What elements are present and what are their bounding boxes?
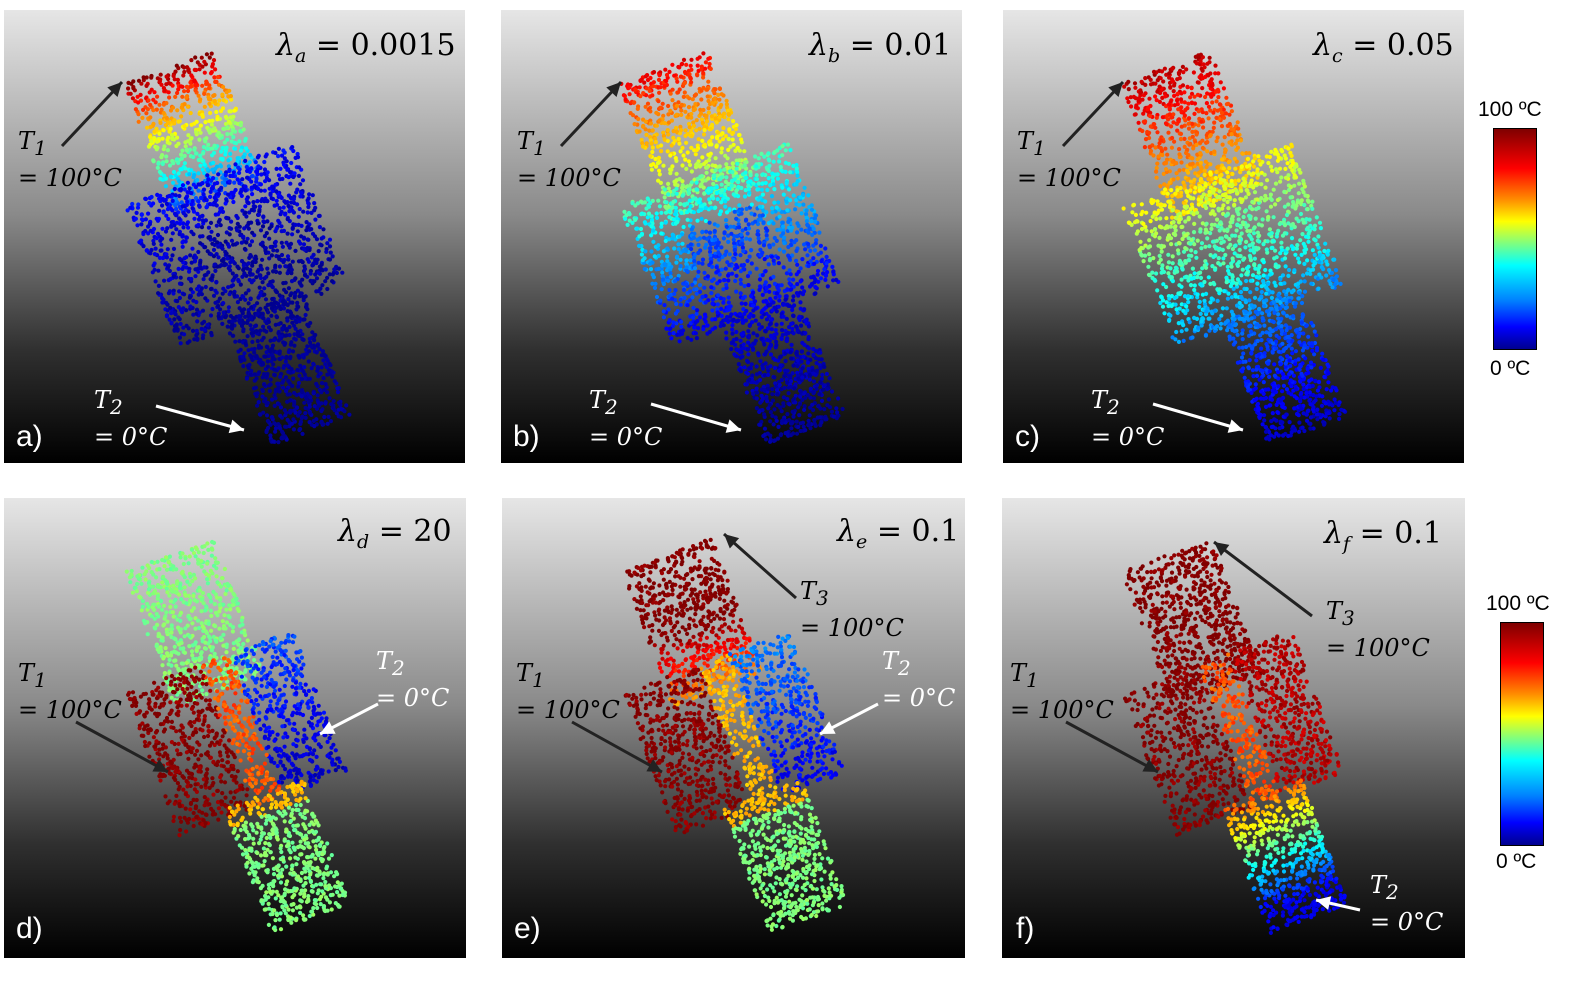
- t1-label-a: T1 = 100°C: [18, 127, 122, 192]
- lambda-label-f: λf = 0.1: [1324, 516, 1442, 555]
- point-cloud-b: [559, 51, 845, 444]
- t1-label-e: T1 = 100°C: [516, 659, 620, 724]
- panel-b: λb = 0.01 T1 = 100°C T2 = 0°C b): [501, 10, 962, 463]
- t3-label-f: T3 = 100°C: [1326, 597, 1430, 662]
- colorbar-bottom-max-label: 100 ºC: [1486, 592, 1550, 615]
- t1-label-c: T1 = 100°C: [1017, 127, 1121, 192]
- panel-tag-f: f): [1016, 912, 1035, 945]
- t1-label-b: T1 = 100°C: [517, 127, 621, 192]
- panel-tag-c: c): [1015, 420, 1040, 453]
- t2-label-b: T2 = 0°C: [589, 386, 663, 451]
- panel-c: λc = 0.05 T1 = 100°C T2 = 0°C c): [1003, 10, 1464, 463]
- point-cloud-e: [571, 532, 879, 932]
- t2-label-e: T2 = 0°C: [882, 647, 956, 712]
- t1-label-d: T1 = 100°C: [18, 659, 122, 724]
- t2-label-f: T2 = 0°C: [1370, 871, 1444, 936]
- lambda-label-a: λa = 0.0015: [276, 28, 456, 67]
- lambda-label-d: λd = 20: [338, 514, 452, 553]
- panel-tag-b: b): [513, 420, 540, 453]
- t2-label-c: T2 = 0°C: [1091, 386, 1165, 451]
- t2-label-a: T2 = 0°C: [94, 386, 168, 451]
- panel-a: λa = 0.0015 T1 = 100°C T2 = 0°C a): [4, 10, 465, 463]
- t3-label-e: T3 = 100°C: [800, 577, 904, 642]
- colorbar-top-min-label: 0 ºC: [1490, 357, 1531, 380]
- lambda-label-c: λc = 0.05: [1313, 28, 1454, 67]
- colorbar-top-max-label: 100 ºC: [1478, 98, 1542, 121]
- colorbar-top: 100 ºC 0 ºC: [1478, 98, 1558, 388]
- panel-tag-e: e): [514, 912, 541, 945]
- panel-d: λd = 20 T1 = 100°C T2 = 0°C d): [4, 498, 466, 958]
- colorbar-bottom: 100 ºC 0 ºC: [1486, 592, 1566, 882]
- lambda-label-e: λe = 0.1: [837, 514, 960, 553]
- point-cloud-a: [60, 51, 352, 445]
- panel-tag-a: a): [16, 420, 43, 453]
- panel-tag-d: d): [16, 912, 43, 945]
- point-cloud-c: [1061, 52, 1348, 442]
- t2-label-d: T2 = 0°C: [376, 647, 450, 712]
- colorbar-bottom-min-label: 0 ºC: [1496, 850, 1537, 873]
- point-cloud-d: [75, 539, 379, 933]
- panel-e: λe = 0.1 T3 = 100°C T1 = 100°C T2 = 0°C …: [502, 498, 965, 958]
- t1-label-f: T1 = 100°C: [1010, 659, 1114, 724]
- point-cloud-f: [1065, 540, 1361, 935]
- panel-f: λf = 0.1 T3 = 100°C T1 = 100°C T2 = 0°C …: [1002, 498, 1465, 958]
- lambda-label-b: λb = 0.01: [809, 28, 952, 67]
- colorbar-bottom-gradient: [1500, 622, 1544, 846]
- colorbar-top-gradient: [1493, 128, 1537, 350]
